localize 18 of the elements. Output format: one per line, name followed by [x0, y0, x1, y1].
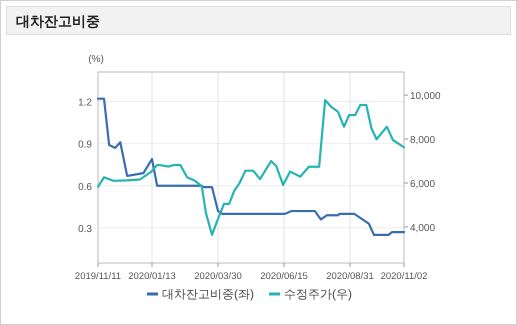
- x-tick-label: 2020/03/30: [194, 271, 242, 282]
- y2-tick-label: 6,000: [410, 178, 436, 190]
- legend-label: 대차잔고비중(좌): [162, 287, 254, 301]
- legend-label: 수정주가(우): [284, 287, 352, 301]
- y2-tick-label: 4,000: [410, 222, 436, 234]
- x-tick-label: 2020/06/15: [260, 271, 308, 282]
- y-tick-label: 0.9: [78, 140, 92, 151]
- chart-title: 대차잔고비중: [16, 13, 100, 29]
- y-axis-title: (%): [88, 54, 104, 65]
- y2-tick-label: 8,000: [410, 135, 436, 146]
- y2-tick-label: 10,000: [410, 91, 442, 102]
- x-tick-label: 2020/11/02: [380, 271, 428, 282]
- y-tick-label: 0.3: [78, 224, 92, 235]
- x-tick-label: 2020/08/31: [326, 271, 374, 282]
- y-tick-label: 0.6: [78, 182, 92, 193]
- x-tick-label: 2020/01/13: [128, 271, 176, 282]
- x-tick-label: 2019/11/11: [74, 271, 122, 282]
- y-tick-label: 1.2: [78, 97, 92, 108]
